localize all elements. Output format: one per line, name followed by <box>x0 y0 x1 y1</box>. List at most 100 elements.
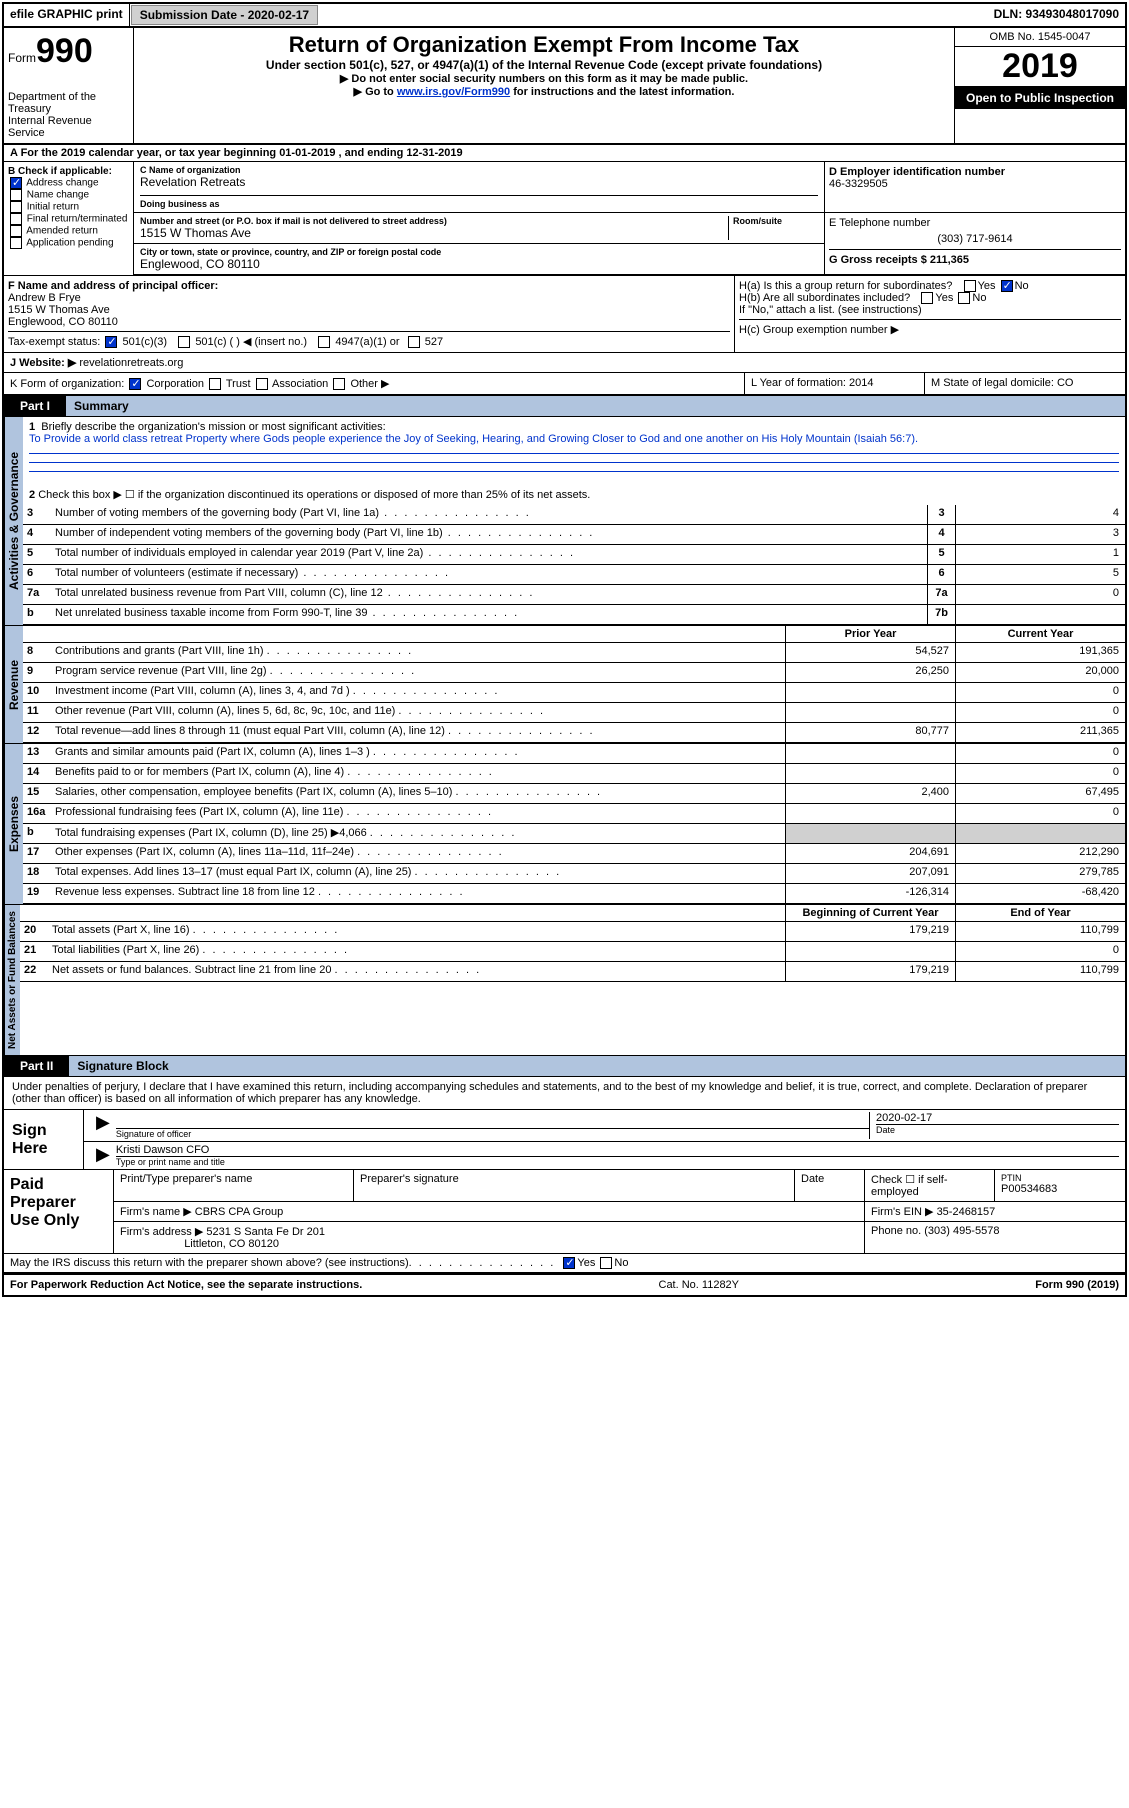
discuss-no[interactable] <box>600 1257 612 1269</box>
prior-year-amt: 54,527 <box>785 643 955 662</box>
dept-irs: Internal Revenue Service <box>8 115 129 139</box>
amount-line: 15Salaries, other compensation, employee… <box>23 784 1125 804</box>
line-desc: Total liabilities (Part X, line 26) <box>48 942 785 961</box>
current-year-amt: 110,799 <box>955 962 1125 981</box>
line-num: 17 <box>23 844 51 863</box>
c-name-value: Revelation Retreats <box>140 175 818 189</box>
chk-address-change[interactable]: Address change <box>8 177 129 189</box>
line-value: 3 <box>955 525 1125 544</box>
amount-line: 12Total revenue—add lines 8 through 11 (… <box>23 723 1125 743</box>
city-value: Englewood, CO 80110 <box>140 257 818 271</box>
line-desc: Program service revenue (Part VIII, line… <box>51 663 785 682</box>
current-year-amt: 0 <box>955 764 1125 783</box>
amount-line: 21Total liabilities (Part X, line 26) 0 <box>20 942 1125 962</box>
line-value <box>955 605 1125 624</box>
chk-other[interactable] <box>333 378 345 390</box>
chk-final-return[interactable]: Final return/terminated <box>8 213 129 225</box>
prior-year-amt <box>785 703 955 722</box>
efile-label: efile GRAPHIC print <box>4 4 130 26</box>
amount-line: 19Revenue less expenses. Subtract line 1… <box>23 884 1125 904</box>
discuss-yes[interactable] <box>563 1257 575 1269</box>
klm-row: K Form of organization: Corporation Trus… <box>4 373 1125 396</box>
chk-527[interactable] <box>408 336 420 348</box>
hb-no[interactable] <box>958 292 970 304</box>
submission-date-button[interactable]: Submission Date - 2020-02-17 <box>131 5 318 25</box>
chk-501c[interactable] <box>178 336 190 348</box>
footer-left: For Paperwork Reduction Act Notice, see … <box>10 1279 362 1291</box>
amount-line: bTotal fundraising expenses (Part IX, co… <box>23 824 1125 844</box>
chk-initial-return[interactable]: Initial return <box>8 201 129 213</box>
sig-officer-label: Signature of officer <box>116 1128 869 1139</box>
amount-line: 14Benefits paid to or for members (Part … <box>23 764 1125 784</box>
q1-text: Briefly describe the organization's miss… <box>41 421 385 433</box>
l-year-formation: L Year of formation: 2014 <box>745 373 925 394</box>
website-value: revelationretreats.org <box>79 357 183 369</box>
line-box: 5 <box>927 545 955 564</box>
ha-label: H(a) Is this a group return for subordin… <box>739 280 952 292</box>
line-desc: Salaries, other compensation, employee b… <box>51 784 785 803</box>
firm-addr1-value: 5231 S Santa Fe Dr 201 <box>206 1226 325 1238</box>
amount-line: 10Investment income (Part VIII, column (… <box>23 683 1125 703</box>
c-name-cell: C Name of organization Revelation Retrea… <box>134 162 825 212</box>
discuss-row: May the IRS discuss this return with the… <box>4 1253 1125 1273</box>
line-desc: Total number of volunteers (estimate if … <box>51 565 927 584</box>
amount-line: 22Net assets or fund balances. Subtract … <box>20 962 1125 982</box>
chk-501c3[interactable] <box>105 336 117 348</box>
hb-note: If "No," attach a list. (see instruction… <box>739 304 1121 316</box>
firm-phone-value: (303) 495-5578 <box>924 1225 999 1237</box>
tax-year: 2019 <box>955 47 1125 87</box>
header-title-box: Return of Organization Exempt From Incom… <box>134 28 955 143</box>
amount-line: 17Other expenses (Part IX, column (A), l… <box>23 844 1125 864</box>
f-addr1: 1515 W Thomas Ave <box>8 304 730 316</box>
open-inspection: Open to Public Inspection <box>955 87 1125 109</box>
current-year-amt: 279,785 <box>955 864 1125 883</box>
line-num: 6 <box>23 565 51 584</box>
gross-receipts: G Gross receipts $ 211,365 <box>829 249 1121 266</box>
line-value: 1 <box>955 545 1125 564</box>
prior-year-amt: -126,314 <box>785 884 955 903</box>
current-year-amt: 67,495 <box>955 784 1125 803</box>
j-website-row: J Website: ▶ revelationretreats.org <box>4 353 1125 373</box>
instr-prefix: ▶ Go to <box>354 86 397 98</box>
sig-date-value: 2020-02-17 <box>876 1112 1119 1124</box>
chk-app-pending[interactable]: Application pending <box>8 237 129 249</box>
chk-trust[interactable] <box>209 378 221 390</box>
addr-value: 1515 W Thomas Ave <box>140 226 728 240</box>
chk-4947[interactable] <box>318 336 330 348</box>
opt-4947: 4947(a)(1) or <box>335 336 399 348</box>
instr-suffix: for instructions and the latest informat… <box>510 86 734 98</box>
form-subtitle: Under section 501(c), 527, or 4947(a)(1)… <box>142 58 946 72</box>
f-addr2: Englewood, CO 80110 <box>8 316 730 328</box>
b-label: B Check if applicable: <box>8 166 129 177</box>
revenue-grid: Revenue Prior Year Current Year 8Contrib… <box>4 626 1125 744</box>
chk-assoc[interactable] <box>256 378 268 390</box>
chk-name-change[interactable]: Name change <box>8 189 129 201</box>
preparer-header-line: Print/Type preparer's name Preparer's si… <box>114 1170 1125 1202</box>
q1-answer: To Provide a world class retreat Propert… <box>29 433 918 445</box>
irs-link[interactable]: www.irs.gov/Form990 <box>397 86 510 98</box>
line-desc: Other expenses (Part IX, column (A), lin… <box>51 844 785 863</box>
chk-corp[interactable] <box>129 378 141 390</box>
revenue-header: Prior Year Current Year <box>23 626 1125 643</box>
governance-line: 4Number of independent voting members of… <box>23 525 1125 545</box>
line-desc: Other revenue (Part VIII, column (A), li… <box>51 703 785 722</box>
governance-line: 5Total number of individuals employed in… <box>23 545 1125 565</box>
amount-line: 13Grants and similar amounts paid (Part … <box>23 744 1125 764</box>
city-label: City or town, state or province, country… <box>140 247 818 257</box>
chk-amended[interactable]: Amended return <box>8 225 129 237</box>
ein-label: D Employer identification number <box>829 166 1121 178</box>
instr-ssn: ▶ Do not enter social security numbers o… <box>142 72 946 85</box>
hb-yes[interactable] <box>921 292 933 304</box>
prior-year-amt: 179,219 <box>785 922 955 941</box>
ha-yes[interactable] <box>964 280 976 292</box>
line-num: 11 <box>23 703 51 722</box>
line-box: 6 <box>927 565 955 584</box>
section-bcd: B Check if applicable: Address change Na… <box>4 162 1125 276</box>
current-year-amt: 110,799 <box>955 922 1125 941</box>
firm-phone-label: Phone no. <box>871 1225 921 1237</box>
part2-header: Part II Signature Block <box>4 1056 1125 1077</box>
part1-tab: Part I <box>4 396 66 416</box>
sign-here-row: Sign Here ▶ Signature of officer 2020-02… <box>4 1109 1125 1169</box>
opt-527: 527 <box>425 336 443 348</box>
ha-no[interactable] <box>1001 280 1013 292</box>
